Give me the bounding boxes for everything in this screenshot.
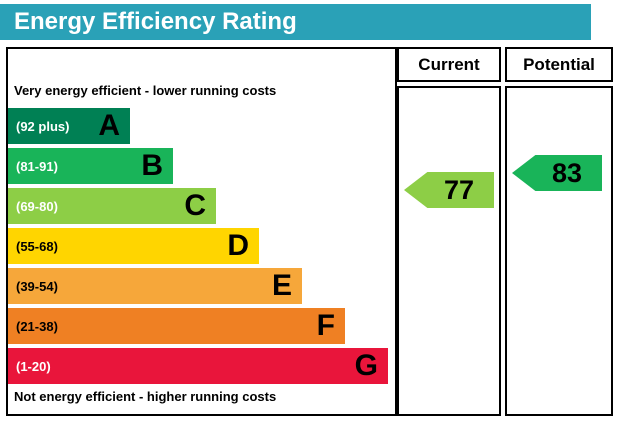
band-bar-f: (21-38) F xyxy=(8,308,345,344)
band-row-a: (92 plus) A xyxy=(8,108,395,144)
band-bar-e: (39-54) E xyxy=(8,268,302,304)
page-title: Energy Efficiency Rating xyxy=(0,4,591,40)
band-bar-c: (69-80) C xyxy=(8,188,216,224)
band-letter: E xyxy=(271,269,292,302)
band-letter: A xyxy=(98,109,120,142)
band-range-label: (39-54) xyxy=(16,278,58,294)
band-range-label: (1-20) xyxy=(16,358,51,374)
band-letter: C xyxy=(184,189,206,222)
top-note: Very energy efficient - lower running co… xyxy=(14,83,277,98)
band-letter: B xyxy=(141,149,163,182)
band-row-d: (55-68) D xyxy=(8,228,395,264)
band-row-e: (39-54) E xyxy=(8,268,395,304)
band-letter: G xyxy=(354,349,378,382)
band-row-b: (81-91) B xyxy=(8,148,395,184)
potential-column-header: Potential xyxy=(505,47,613,82)
band-range-label: (21-38) xyxy=(16,318,58,334)
band-bar-a: (92 plus) A xyxy=(8,108,130,144)
band-range-label: (81-91) xyxy=(16,158,58,174)
band-bar-d: (55-68) D xyxy=(8,228,259,264)
band-letter: D xyxy=(227,229,249,262)
band-bar-b: (81-91) B xyxy=(8,148,173,184)
band-row-c: (69-80) C xyxy=(8,188,395,224)
current-column-header: Current xyxy=(397,47,501,82)
band-range-label: (92 plus) xyxy=(16,118,70,134)
band-row-g: (1-20) G xyxy=(8,348,395,384)
bands-panel: Very energy efficient - lower running co… xyxy=(6,47,397,416)
band-range-label: (69-80) xyxy=(16,198,58,214)
current-rating-value: 77 xyxy=(443,175,475,205)
bottom-note: Not energy efficient - higher running co… xyxy=(14,389,277,404)
rating-bands: (92 plus) A (81-91) B (69-80) C (55-68) xyxy=(8,108,395,388)
band-range-label: (55-68) xyxy=(16,238,58,254)
band-letter: F xyxy=(316,309,335,342)
band-row-f: (21-38) F xyxy=(8,308,395,344)
potential-column xyxy=(505,86,613,416)
potential-rating-value: 83 xyxy=(551,158,583,188)
band-bar-g: (1-20) G xyxy=(8,348,388,384)
current-column xyxy=(397,86,501,416)
